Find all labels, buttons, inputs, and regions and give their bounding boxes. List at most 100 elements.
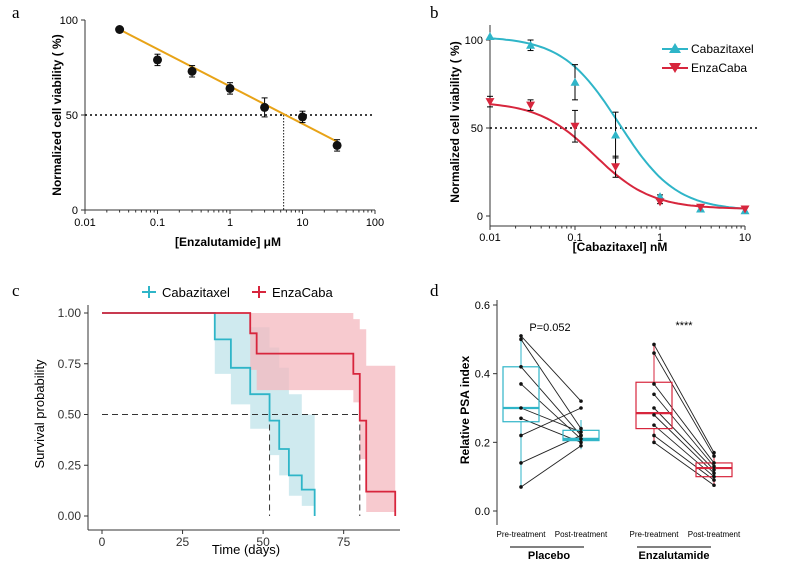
panel-d-point bbox=[652, 413, 656, 417]
panel-d-category-label: Post-treatment bbox=[555, 530, 608, 539]
panel-c-chart: Cabazitaxel EnzaCaba Survival probabilit… bbox=[32, 285, 400, 557]
panel-d-point bbox=[712, 483, 716, 488]
panel-d-point bbox=[519, 406, 523, 410]
panel-d-category-label: Post-treatment bbox=[688, 530, 741, 539]
panel-b-data-point bbox=[611, 163, 621, 172]
panel-c-x-tick-label: 50 bbox=[256, 535, 270, 549]
panel-b-data-point bbox=[485, 98, 495, 107]
panel-a-x-tick-label: 1 bbox=[227, 217, 233, 229]
panel-b-legend: Cabazitaxel EnzaCaba bbox=[662, 42, 754, 75]
panel-a-x-tick-label: 100 bbox=[366, 217, 384, 229]
legend-cabazitaxel-label: Cabazitaxel bbox=[691, 42, 754, 56]
panel-d-pair-line bbox=[520, 407, 582, 433]
panel-b-y-tick-label: 100 bbox=[465, 35, 483, 47]
panel-c-x-tick-label: 0 bbox=[99, 535, 106, 549]
panel-c-xlabel: Time (days) bbox=[212, 542, 280, 557]
panel-d-point bbox=[579, 443, 583, 448]
panel-a-ylabel: Normalized cell viability ( %) bbox=[50, 34, 64, 195]
panel-d-y-tick-label: 0.2 bbox=[475, 437, 490, 449]
panel-d-y-tick-label: 0.0 bbox=[475, 506, 490, 518]
panel-a-x-tick-label: 0.01 bbox=[74, 217, 95, 229]
panel-d-point bbox=[652, 406, 656, 410]
panel-d-pair-line bbox=[653, 344, 715, 453]
panel-b-data-point bbox=[696, 203, 706, 212]
panel-d-point bbox=[652, 440, 656, 445]
panel-d-pair-line bbox=[653, 407, 715, 471]
panel-b-data-point bbox=[526, 40, 536, 49]
panel-a-data-point bbox=[260, 102, 270, 112]
panel-b-y-tick-label: 0 bbox=[477, 211, 483, 223]
panel-d-point bbox=[652, 433, 656, 438]
panel-d-point bbox=[712, 471, 716, 476]
panel-d-point bbox=[579, 399, 583, 403]
panel-d-point bbox=[652, 392, 656, 397]
panel-label-b: b bbox=[430, 3, 439, 22]
panel-d-point bbox=[519, 382, 523, 386]
panel-d-pair-line bbox=[520, 339, 582, 429]
legend-c-cabazitaxel-label: Cabazitaxel bbox=[162, 285, 230, 300]
panel-c-y-tick-label: 0.00 bbox=[58, 509, 82, 523]
panel-b-data-point bbox=[655, 198, 665, 207]
panel-d-pair-line bbox=[653, 383, 715, 464]
panel-c-y-tick-label: 0.50 bbox=[58, 408, 82, 422]
annotation-enzalutamide: **** bbox=[675, 320, 693, 332]
panel-c-x-tick-label: 75 bbox=[337, 535, 351, 549]
panel-a-y-tick-label: 0 bbox=[72, 205, 78, 217]
panel-b-x-tick-label: 10 bbox=[739, 232, 751, 244]
panel-b-data-point bbox=[526, 101, 536, 110]
panel-c-y-tick-label: 0.25 bbox=[58, 458, 82, 472]
group-label-placebo: Placebo bbox=[528, 550, 570, 561]
panel-b-data-point bbox=[570, 122, 580, 131]
panel-b-xlabel: [Cabazitaxel] nM bbox=[573, 240, 668, 254]
panel-d-pair-line bbox=[520, 445, 582, 488]
panel-a-data-point bbox=[298, 112, 307, 122]
panel-d-ylabel: Relative PSA index bbox=[458, 356, 472, 465]
panel-d-pair-line bbox=[520, 335, 582, 402]
panel-a-chart: Normalized cell viability ( %) [Enzaluta… bbox=[50, 15, 384, 249]
panel-a-x-tick-label: 10 bbox=[296, 217, 308, 229]
panel-d-point bbox=[519, 485, 523, 489]
panel-d-pair-line bbox=[653, 435, 715, 481]
panel-label-d: d bbox=[430, 281, 439, 300]
panel-label-c: c bbox=[12, 281, 20, 300]
panel-d-point bbox=[519, 433, 523, 438]
annotation-placebo: P=0.052 bbox=[529, 322, 570, 334]
panel-d-pair-line bbox=[653, 352, 715, 457]
panel-a-data-point bbox=[153, 55, 162, 65]
panel-c-survival-curve-cabazitaxel bbox=[102, 312, 316, 516]
panel-d-point bbox=[712, 468, 716, 472]
panel-d-category-label: Pre-treatment bbox=[630, 530, 680, 539]
panel-d-point bbox=[712, 478, 716, 482]
panel-c-survival-curve-enzacaba bbox=[102, 312, 397, 516]
panel-d-point bbox=[519, 461, 523, 465]
legend-enzacaba-label: EnzaCaba bbox=[691, 61, 747, 75]
panel-b-data-point bbox=[611, 130, 621, 139]
panel-d-y-tick-label: 0.4 bbox=[475, 369, 490, 381]
panel-d-pair-line bbox=[653, 393, 715, 467]
panel-d-point bbox=[519, 337, 523, 342]
panel-d-point bbox=[519, 416, 523, 421]
panel-d-point bbox=[579, 430, 583, 434]
panel-d-category-label: Pre-treatment bbox=[497, 530, 547, 539]
panel-d-pair-line bbox=[520, 407, 582, 436]
panel-c-legend: Cabazitaxel EnzaCaba bbox=[142, 285, 333, 300]
panel-d-box bbox=[635, 381, 673, 430]
panel-c-ylabel: Survival probability bbox=[32, 359, 47, 469]
panel-d-chart: Relative PSA index P=0.052 **** Placebo … bbox=[458, 300, 741, 562]
panel-b-data-point bbox=[570, 77, 580, 86]
panel-d-pair-line bbox=[520, 366, 582, 436]
panel-d-point bbox=[579, 440, 583, 445]
panel-a-y-tick-label: 50 bbox=[66, 110, 78, 122]
panel-d-point bbox=[652, 342, 656, 347]
panel-d-point bbox=[579, 437, 583, 441]
panel-d-y-tick-label: 0.6 bbox=[475, 300, 490, 312]
panel-a-data-point bbox=[187, 66, 197, 76]
panel-d-point bbox=[712, 464, 716, 469]
panel-c-y-tick-label: 0.75 bbox=[58, 357, 82, 371]
panel-b-chart: Normalized cell viability ( %) [Cabazita… bbox=[448, 25, 760, 254]
panel-d-point bbox=[712, 474, 716, 479]
panel-d-point bbox=[579, 433, 583, 438]
panel-a-x-tick-label: 0.1 bbox=[150, 217, 165, 229]
group-label-enzalutamide: Enzalutamide bbox=[639, 550, 710, 561]
